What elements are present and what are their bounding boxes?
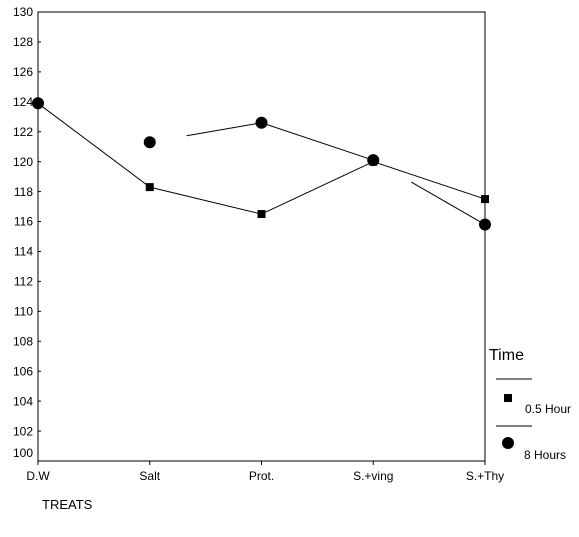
series-line-segment [149, 186, 262, 215]
data-point-8-hours-s-thy [479, 218, 491, 231]
x-axis: D.W Salt Prot. S.+ving S.+Thy [26, 461, 504, 483]
data-point-8-hours-d-w [32, 97, 44, 110]
y-tick-label: 124 [13, 95, 33, 109]
y-tick-label: 116 [14, 215, 33, 229]
legend-marker-square [504, 394, 512, 402]
y-tick-label: 106 [13, 364, 33, 378]
x-axis-title: TREATS [42, 497, 93, 512]
y-tick-label: 122 [13, 125, 33, 139]
data-point-0-5-hour-salt [145, 183, 154, 192]
legend-marker-circle [502, 437, 514, 449]
legend: Time 0.5 Hour 8 Hours [489, 347, 571, 462]
data-point-8-hours-salt [143, 136, 156, 149]
legend-label-0-5-hour: 0.5 Hour [525, 402, 571, 416]
series-line-segment [261, 122, 374, 161]
series-line-segment [410, 181, 486, 225]
y-tick-label: 118 [14, 185, 33, 199]
y-tick-label: 102 [13, 424, 33, 438]
data-point-8-hours-prot [255, 116, 268, 129]
x-tick-label-s-ving: S.+ving [353, 469, 393, 483]
series-8-hours [32, 97, 491, 231]
data-point-0-5-hour-s-thy [481, 195, 489, 204]
data-point-0-5-hour-prot [257, 210, 266, 219]
y-tick-label: 114 [14, 245, 33, 259]
x-tick-label-s-thy: S.+Thy [466, 469, 504, 483]
x-tick-label-prot: Prot. [249, 469, 274, 483]
x-tick-label-salt: Salt [139, 469, 160, 483]
series-line-segment [37, 102, 151, 188]
series-line-segment [186, 122, 262, 137]
legend-title: Time [489, 347, 524, 364]
y-tick-label: 120 [13, 155, 33, 169]
series-layer [32, 97, 491, 231]
y-tick-label: 112 [14, 275, 33, 289]
y-tick-label: 108 [13, 334, 33, 348]
y-tick-label: 130 [13, 5, 33, 19]
x-tick-label-d-w: D.W [26, 469, 50, 483]
plot-frame [37, 11, 486, 462]
series-line-segment [373, 161, 486, 200]
y-tick-label: 110 [14, 305, 33, 319]
y-tick-label: 104 [13, 394, 33, 408]
y-tick-label: 100 [13, 446, 33, 460]
legend-label-8-hours: 8 Hours [524, 448, 566, 462]
y-tick-label: 126 [13, 65, 33, 79]
y-axis: 100 102 104 106 108 110 112 114 116 118 120 122 124 1… [13, 5, 41, 462]
series-line-segment [261, 161, 374, 215]
data-point-8-hours-s-ving [367, 154, 380, 167]
plot-area-border [37, 11, 486, 462]
y-tick-label: 128 [13, 35, 33, 49]
